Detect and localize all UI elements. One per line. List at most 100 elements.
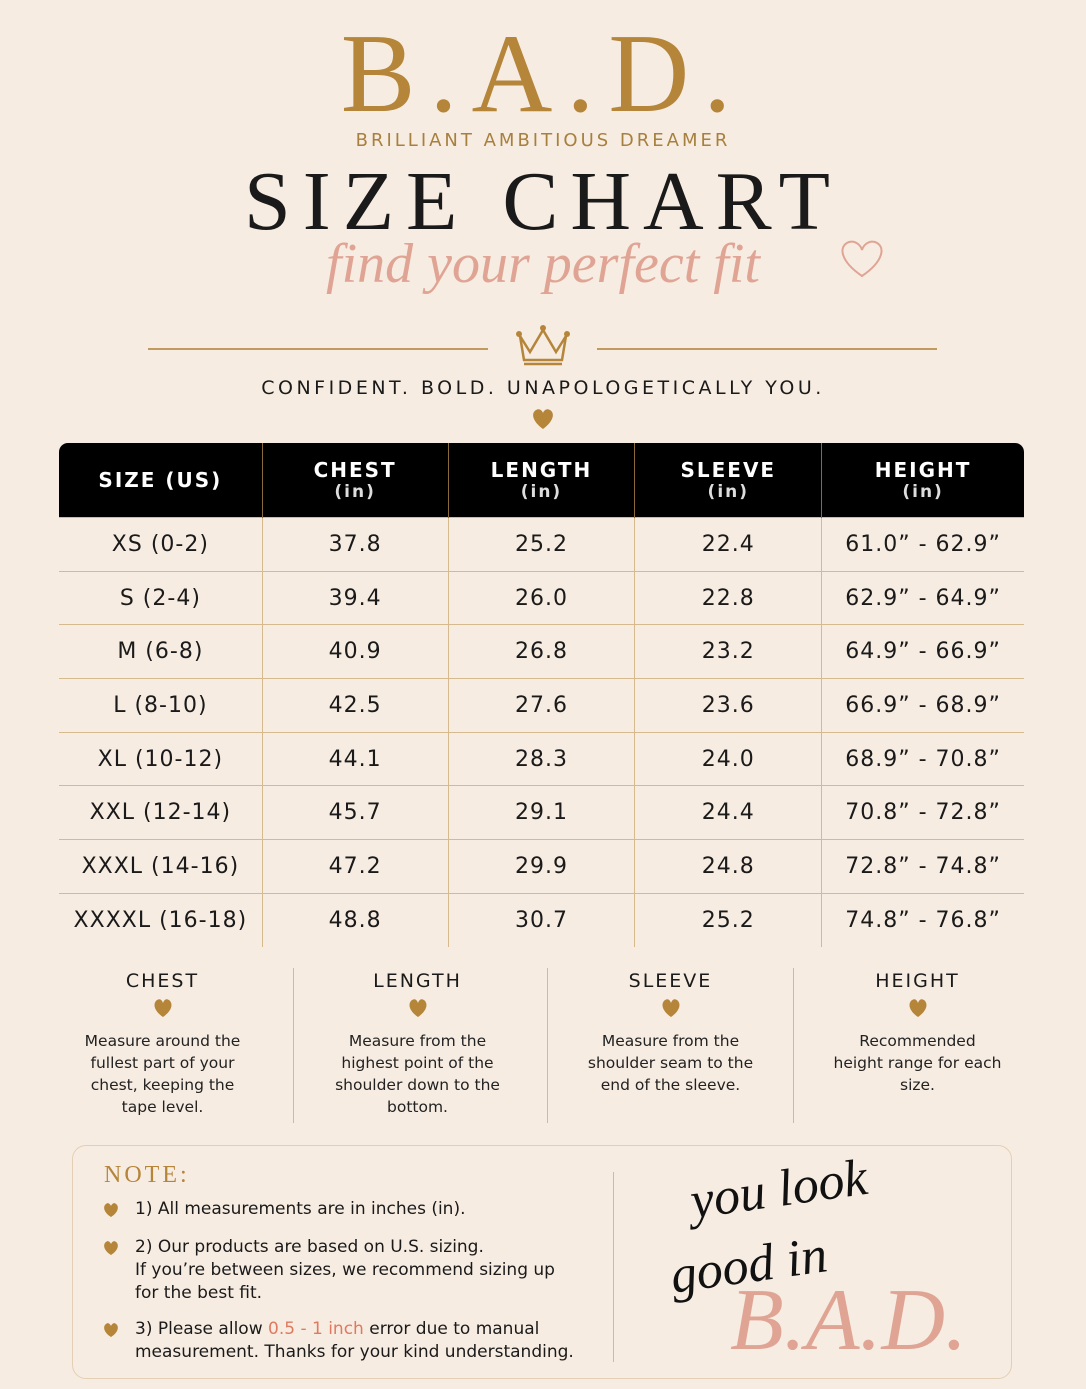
separator bbox=[793, 968, 794, 1123]
column-unit: (in) bbox=[707, 481, 750, 502]
separator bbox=[547, 968, 548, 1123]
guide-title: CHEST bbox=[125, 970, 200, 992]
table-cell: 28.3 bbox=[448, 731, 636, 786]
column-name: CHEST bbox=[313, 457, 397, 482]
table-cell: 48.8 bbox=[262, 892, 449, 947]
column-unit: (in) bbox=[334, 481, 376, 502]
guide-item: CHEST Measure around the fullest part of … bbox=[75, 970, 250, 1118]
note-item: 2) Our products are based on U.S. sizing… bbox=[135, 1236, 575, 1305]
table-cell: XXXXL (16-18) bbox=[59, 892, 263, 947]
note-box bbox=[72, 1145, 1012, 1379]
note-text: 2) Our products are based on U.S. sizing… bbox=[135, 1237, 484, 1257]
guide-item: HEIGHT Recommended height range for each … bbox=[830, 970, 1005, 1096]
table-cell: 22.4 bbox=[634, 517, 823, 572]
heart-icon bbox=[104, 1241, 118, 1255]
table-row: XL (10-12) 44.1 28.3 24.0 68.9” - 70.8” bbox=[59, 731, 1024, 786]
heart-outline bbox=[841, 240, 883, 278]
guide-title: SLEEVE bbox=[628, 970, 713, 992]
table-row: S (2-4) 39.4 26.0 22.8 62.9” - 64.9” bbox=[59, 570, 1024, 625]
table-cell: 30.7 bbox=[448, 892, 636, 947]
brand: B.A.D. bbox=[340, 12, 746, 136]
guide-title: HEIGHT bbox=[875, 970, 960, 992]
note-title: NOTE: bbox=[104, 1162, 190, 1188]
table-row: L (8-10) 42.5 27.6 23.6 66.9” - 68.9” bbox=[59, 678, 1024, 733]
table-cell: 26.0 bbox=[448, 570, 636, 625]
column-header: SIZE (US) bbox=[59, 442, 263, 518]
heart-icon bbox=[104, 1323, 118, 1337]
column-header: HEIGHT (in) bbox=[821, 442, 1024, 518]
table-row: XXL (12-14) 45.7 29.1 24.4 70.8” - 72.8” bbox=[59, 785, 1024, 840]
table-cell: 37.8 bbox=[262, 517, 449, 572]
table-cell: 62.9” - 64.9” bbox=[821, 570, 1024, 625]
guide-text: Measure from the highest point of the sh… bbox=[335, 1032, 500, 1116]
guide-text: Measure around the fullest part of your … bbox=[84, 1032, 241, 1116]
heart-icon bbox=[662, 999, 679, 1017]
size-table: SIZE (US) CHEST (in) LENGTH (in) SLEEVE (in) HE… bbox=[58, 442, 1025, 948]
note-text: 1) All measurements are in inches (in). bbox=[135, 1199, 466, 1219]
table-cell: 44.1 bbox=[262, 731, 449, 786]
table-cell: 64.9” - 66.9” bbox=[821, 624, 1024, 679]
table-cell: 68.9” - 70.8” bbox=[821, 731, 1024, 786]
closing-brand: B.A.D. bbox=[730, 1272, 968, 1369]
table-cell: 42.5 bbox=[262, 678, 449, 733]
table-cell: 72.8” - 74.8” bbox=[821, 839, 1024, 894]
table-cell: 61.0” - 62.9” bbox=[821, 517, 1024, 572]
table-row: M (6-8) 40.9 26.8 23.2 64.9” - 66.9” bbox=[59, 624, 1024, 679]
column-name: SIZE (US) bbox=[98, 468, 223, 492]
table-cell: 23.6 bbox=[634, 678, 823, 733]
table-cell: L (8-10) bbox=[59, 678, 263, 733]
separator bbox=[613, 1172, 614, 1362]
table-cell: 47.2 bbox=[262, 839, 449, 894]
heart-icon bbox=[409, 999, 426, 1017]
note-highlight: 0.5 - 1 inch bbox=[268, 1319, 364, 1339]
table-cell: 29.1 bbox=[448, 785, 636, 840]
table-cell: 25.2 bbox=[634, 892, 823, 947]
column-unit: (in) bbox=[520, 481, 563, 502]
column-header: SLEEVE (in) bbox=[634, 442, 823, 518]
note-item: 3) Please allow 0.5 - 1 inch error due t… bbox=[135, 1318, 575, 1364]
table-cell: M (6-8) bbox=[59, 624, 263, 679]
column-unit: (in) bbox=[902, 481, 944, 502]
table-cell: 26.8 bbox=[448, 624, 636, 679]
table-cell: XXL (12-14) bbox=[59, 785, 263, 840]
table-cell: 25.2 bbox=[448, 517, 636, 572]
separator bbox=[293, 968, 294, 1123]
table-cell: 23.2 bbox=[634, 624, 823, 679]
divider bbox=[597, 348, 937, 350]
note-text: error due to manual measurement. Thanks … bbox=[135, 1319, 574, 1362]
note-text: If you’re between sizes, we recommend si… bbox=[135, 1260, 555, 1303]
divider bbox=[148, 348, 488, 350]
table-cell: XL (10-12) bbox=[59, 731, 263, 786]
guide-text: Recommended height range for each size. bbox=[833, 1032, 1002, 1094]
tagline: BRILLIANT AMBITIOUS DREAMER bbox=[355, 130, 731, 151]
table-cell: 24.8 bbox=[634, 839, 823, 894]
table-cell: 74.8” - 76.8” bbox=[821, 892, 1024, 947]
table-cell: 40.9 bbox=[262, 624, 449, 679]
guide-item: LENGTH Measure from the highest point of … bbox=[330, 970, 505, 1118]
table-row: XXXXL (16-18) 48.8 30.7 25.2 74.8” - 76.8” bbox=[59, 892, 1024, 947]
crown-icon bbox=[516, 325, 570, 366]
column-name: HEIGHT bbox=[874, 457, 972, 482]
script-subtitle: find your perfect fit bbox=[326, 233, 760, 295]
column-header: LENGTH (in) bbox=[448, 442, 636, 518]
table-row: XS (0-2) 37.8 25.2 22.4 61.0” - 62.9” bbox=[59, 517, 1024, 572]
table-cell: S (2-4) bbox=[59, 570, 263, 625]
table-cell: 45.7 bbox=[262, 785, 449, 840]
heart-icon bbox=[533, 409, 553, 429]
guide-title: LENGTH bbox=[373, 970, 462, 992]
table-row: XXXL (14-16) 47.2 29.9 24.8 72.8” - 74.8” bbox=[59, 839, 1024, 894]
guide-text: Measure from the shoulder seam to the en… bbox=[587, 1032, 754, 1094]
table-cell: 24.4 bbox=[634, 785, 823, 840]
table-cell: XS (0-2) bbox=[59, 517, 263, 572]
guide-item: SLEEVE Measure from the shoulder seam to … bbox=[583, 970, 758, 1096]
column-header: CHEST (in) bbox=[262, 442, 449, 518]
table-cell: 70.8” - 72.8” bbox=[821, 785, 1024, 840]
title: SIZE CHART bbox=[244, 155, 842, 248]
motto: CONFIDENT. BOLD. UNAPOLOGETICALLY YOU. bbox=[261, 377, 825, 399]
heart-icon bbox=[154, 999, 171, 1017]
table-cell: XXXL (14-16) bbox=[59, 839, 263, 894]
note-item: 1) All measurements are in inches (in). bbox=[135, 1198, 575, 1221]
table-cell: 22.8 bbox=[634, 570, 823, 625]
heart-icon bbox=[909, 999, 926, 1017]
